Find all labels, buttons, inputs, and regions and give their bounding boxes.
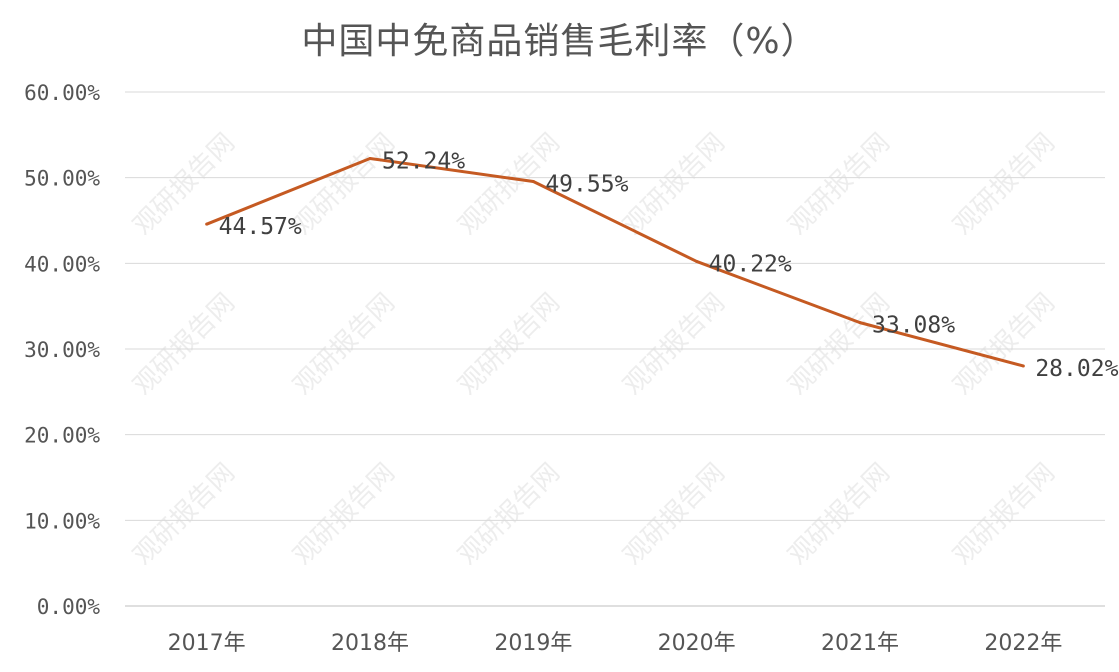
watermark-text: 观研报告网 [288,288,401,401]
watermark-text: 观研报告网 [453,458,566,571]
x-tick-label: 2020年 [658,631,736,656]
watermark-text: 观研报告网 [948,458,1061,571]
watermark-text: 观研报告网 [618,458,731,571]
series-line [206,156,1024,368]
chart-title: 中国中免商品销售毛利率（%） [301,21,818,62]
data-label: 33.08% [872,313,955,339]
watermark-text: 观研报告网 [948,288,1061,401]
y-tick-label: 0.00% [37,595,101,619]
x-tick-label: 2019年 [494,631,572,656]
y-tick-label: 50.00% [24,167,100,191]
data-label: 44.57% [219,214,302,240]
watermark-text: 观研报告网 [128,288,241,401]
data-point [695,259,699,263]
watermark-text: 观研报告网 [618,288,731,401]
x-tick-label: 2018年 [331,631,409,656]
y-tick-label: 60.00% [24,81,100,105]
y-tick-label: 40.00% [24,252,100,276]
y-tick-label: 10.00% [24,509,100,533]
data-label: 28.02% [1035,356,1118,382]
watermark-text: 观研报告网 [128,458,241,571]
watermark-text: 观研报告网 [783,288,896,401]
x-tick-label: 2022年 [984,631,1062,656]
watermark-text: 观研报告网 [618,128,731,241]
data-point [858,321,862,325]
watermark-text: 观研报告网 [453,288,566,401]
data-label: 40.22% [709,251,792,277]
data-label: 49.55% [545,172,628,198]
y-tick-label: 30.00% [24,338,100,362]
watermark-text: 观研报告网 [288,458,401,571]
x-tick-label: 2021年 [821,631,899,656]
watermark-text: 观研报告网 [783,458,896,571]
y-tick-label: 20.00% [24,424,100,448]
data-point [1021,364,1025,368]
data-label: 52.24% [382,148,465,174]
watermark-text: 观研报告网 [783,128,896,241]
data-point [531,180,535,184]
data-point [368,156,372,160]
x-tick-label: 2017年 [168,631,246,656]
data-point [205,222,209,226]
watermark-text: 观研报告网 [948,128,1061,241]
